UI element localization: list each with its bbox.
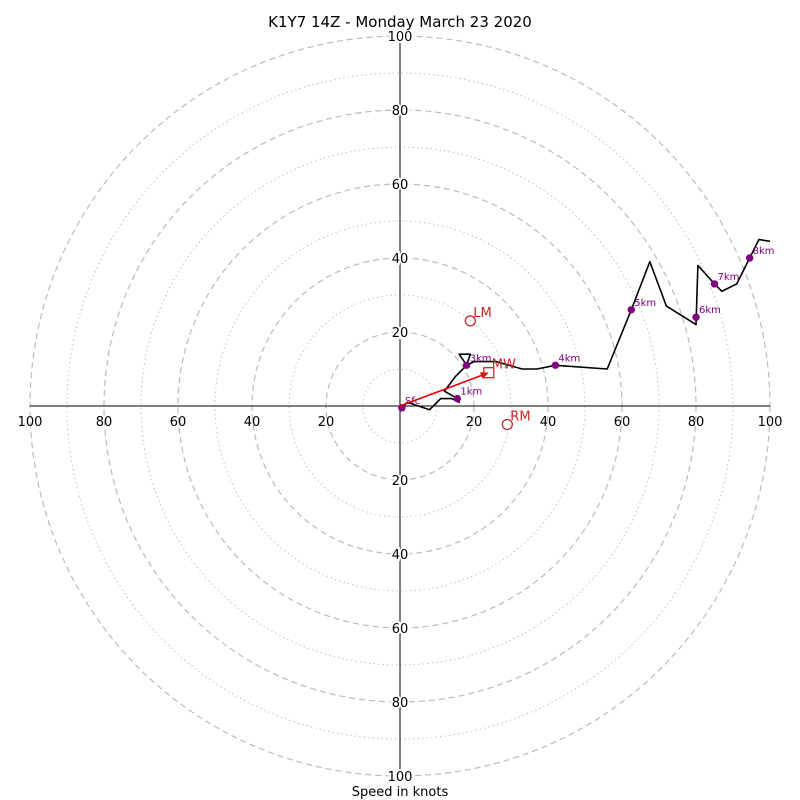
- height-marker-label: 1km: [460, 387, 482, 398]
- height-marker-dot: [692, 313, 700, 321]
- y-tick-label: 80: [392, 104, 409, 119]
- height-marker-dot: [710, 280, 719, 288]
- y-tick-label: 100: [388, 770, 413, 785]
- storm-motion-markers: LM MW RM: [399, 306, 531, 431]
- x-tick-label: 40: [244, 415, 261, 430]
- y-tick-label: 60: [392, 622, 409, 637]
- y-tick-label: 100: [388, 30, 413, 45]
- height-marker-dot: [453, 394, 462, 403]
- tick-labels: 20 20 20 20 40 40 40 40 60 60 60 60 80 80 80 80 100 100 10…: [18, 28, 783, 787]
- x-tick-label: 100: [18, 415, 43, 430]
- wind-profile: [401, 238, 771, 411]
- height-marker-label: 8km: [753, 246, 775, 257]
- height-marker-label: 7km: [718, 272, 740, 283]
- y-tick-label: 40: [392, 252, 409, 267]
- y-tick-label: 20: [392, 474, 409, 489]
- y-tick-label: 20: [392, 326, 409, 341]
- height-marker-dot: [627, 306, 635, 314]
- x-tick-label: 100: [758, 415, 783, 430]
- storm-motion-marker: [501, 418, 513, 431]
- x-tick-label: 80: [96, 415, 113, 430]
- height-marker-label: 6km: [699, 305, 721, 316]
- height-marker-label: 3km: [470, 353, 492, 364]
- height-marker-label: 4km: [558, 353, 580, 364]
- x-axis-label: Speed in knots: [352, 785, 449, 800]
- x-tick-label: 80: [688, 415, 705, 430]
- y-tick-label: 60: [392, 178, 409, 193]
- x-tick-label: 40: [540, 415, 557, 430]
- height-marker-dot: [745, 254, 754, 262]
- storm-motion-marker: [464, 315, 476, 327]
- x-tick-label: 20: [466, 415, 483, 430]
- y-tick-label: 40: [392, 548, 409, 563]
- y-tick-label: 80: [392, 696, 409, 711]
- height-markers: Sfc1km3km4km5km6km7km8km: [398, 246, 775, 412]
- mean-wind-arrow: [399, 374, 482, 407]
- x-tick-label: 60: [170, 415, 187, 430]
- wind-profile-line: [401, 238, 771, 411]
- x-tick-label: 20: [318, 415, 335, 430]
- chart-title: K1Y7 14Z - Monday March 23 2020: [268, 13, 532, 31]
- storm-motion-label: MW: [492, 358, 516, 373]
- storm-motion-label: LM: [473, 306, 491, 321]
- storm-motion-marker: [483, 367, 495, 379]
- height-marker-dot: [462, 361, 471, 369]
- x-tick-label: 60: [614, 415, 631, 430]
- height-marker-dot: [551, 361, 560, 369]
- storm-motion-label: RM: [510, 410, 530, 425]
- height-marker-label: 5km: [634, 298, 656, 309]
